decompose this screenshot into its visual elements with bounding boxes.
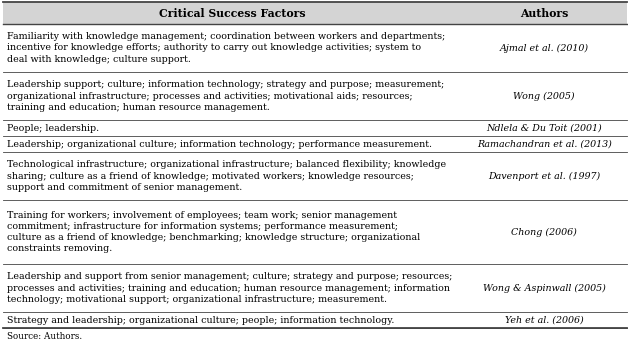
Text: Critical Success Factors: Critical Success Factors bbox=[159, 7, 306, 18]
Bar bbox=[3, 2, 627, 24]
Text: Wong (2005): Wong (2005) bbox=[513, 91, 575, 101]
Text: People; leadership.: People; leadership. bbox=[7, 124, 99, 132]
Text: Wong & Aspinwall (2005): Wong & Aspinwall (2005) bbox=[483, 283, 605, 293]
Text: Strategy and leadership; organizational culture; people; information technology.: Strategy and leadership; organizational … bbox=[7, 316, 394, 324]
Text: Leadership; organizational culture; information technology; performance measurem: Leadership; organizational culture; info… bbox=[7, 139, 432, 149]
Text: Ramachandran et al. (2013): Ramachandran et al. (2013) bbox=[477, 139, 612, 149]
Text: Familiarity with knowledge management; coordination between workers and departme: Familiarity with knowledge management; c… bbox=[7, 32, 445, 64]
Text: Leadership support; culture; information technology; strategy and purpose; measu: Leadership support; culture; information… bbox=[7, 80, 445, 112]
Text: Authors: Authors bbox=[520, 7, 568, 18]
Text: Yeh et al. (2006): Yeh et al. (2006) bbox=[505, 316, 583, 324]
Text: Source: Authors.: Source: Authors. bbox=[7, 332, 82, 341]
Text: Davenport et al. (1997): Davenport et al. (1997) bbox=[488, 172, 600, 181]
Text: Ajmal et al. (2010): Ajmal et al. (2010) bbox=[500, 43, 588, 53]
Text: Leadership and support from senior management; culture; strategy and purpose; re: Leadership and support from senior manag… bbox=[7, 273, 453, 304]
Text: Chong (2006): Chong (2006) bbox=[511, 227, 577, 237]
Text: Ndlela & Du Toit (2001): Ndlela & Du Toit (2001) bbox=[486, 124, 602, 132]
Text: Training for workers; involvement of employees; team work; senior management
com: Training for workers; involvement of emp… bbox=[7, 211, 420, 253]
Text: Technological infrastructure; organizational infrastructure; balanced flexibilit: Technological infrastructure; organizati… bbox=[7, 160, 447, 192]
